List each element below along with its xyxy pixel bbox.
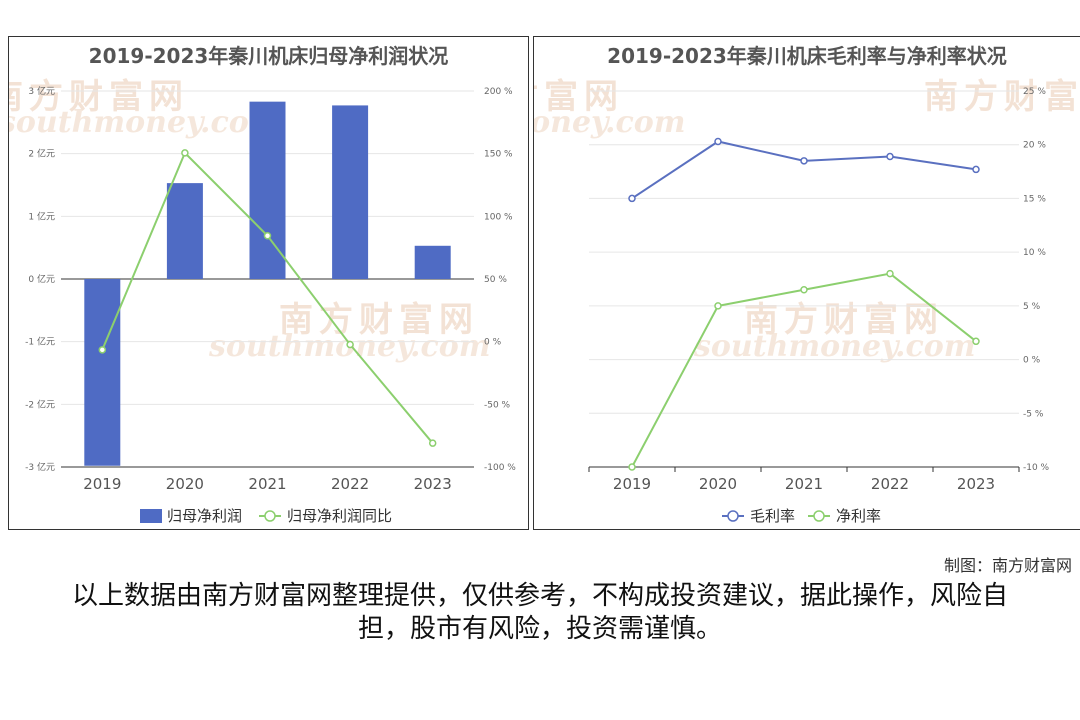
y-tick-label: 2 亿元	[28, 148, 55, 160]
data-point	[628, 194, 636, 203]
data-point	[98, 346, 107, 354]
x-tick-label: 2019	[83, 475, 121, 493]
y-tick-label: -3 亿元	[25, 461, 55, 473]
bar	[166, 183, 203, 279]
legend-label: 归母净利润同比	[287, 507, 392, 525]
bar	[249, 101, 286, 279]
x-tick-label: 2022	[871, 475, 909, 493]
chart-credit: 制图：南方财富网	[943, 556, 1072, 575]
y2-tick-label: 100 %	[484, 212, 513, 222]
y-tick-label: 0 %	[1023, 356, 1041, 366]
x-tick-label: 2021	[785, 475, 823, 493]
y-tick-label: 0 亿元	[28, 273, 55, 285]
line-chart: -10 % -5 % 0 % 5 % 10 % 15 % 20 % 25 % 2019 2020 2…	[588, 87, 1050, 525]
data-point	[886, 269, 894, 278]
data-point	[714, 302, 722, 310]
x-tick-label: 2020	[699, 475, 737, 493]
y-tick-label: -10 %	[1023, 463, 1050, 473]
combo-chart: -3 亿元 -2 亿元 -1 亿元 0 亿元 1 亿元 2 亿元 3 亿元 -100 % -50…	[25, 85, 516, 525]
data-point	[886, 152, 894, 161]
legend-label: 毛利率	[750, 507, 795, 525]
data-point	[628, 463, 636, 471]
y2-tick-label: -100 %	[484, 463, 516, 473]
legend-swatch-marker	[264, 510, 276, 522]
y-tick-label: 1 亿元	[28, 210, 55, 222]
data-point	[714, 137, 722, 146]
chart-title: 2019-2023年秦川机床归母净利润状况	[88, 44, 449, 68]
data-point	[263, 232, 272, 240]
data-point	[428, 439, 437, 447]
y2-tick-label: 150 %	[484, 150, 513, 160]
data-point	[181, 149, 189, 157]
y2-tick-label: 50 %	[484, 275, 507, 285]
y-tick-label: 10 %	[1023, 248, 1046, 258]
y-tick-label: 20 %	[1023, 141, 1046, 151]
legend-label: 归母净利润	[167, 507, 242, 525]
y2-tick-label: 0 %	[484, 338, 502, 348]
bar	[414, 245, 451, 279]
x-tick-label: 2020	[166, 475, 204, 493]
x-tick-label: 2019	[613, 475, 651, 493]
x-tick-label: 2021	[248, 475, 286, 493]
legend-swatch-bar	[140, 509, 162, 523]
data-point	[972, 165, 980, 174]
series-line	[631, 140, 977, 200]
disclaimer-text: 以上数据由南方财富网整理提供，仅供参考，不构成投资建议，据此操作，风险自担，股市…	[71, 581, 1008, 644]
legend-label: 净利率	[836, 507, 881, 525]
y-tick-label: 15 %	[1023, 194, 1046, 204]
legend-swatch-marker	[727, 510, 739, 522]
legend-swatch-marker	[813, 510, 825, 522]
y-tick-label: -5 %	[1023, 409, 1044, 419]
chart-title: 2019-2023年秦川机床毛利率与净利率状况	[607, 44, 1007, 68]
y-tick-label: 25 %	[1023, 87, 1046, 97]
data-point	[972, 337, 980, 346]
x-tick-label: 2023	[957, 475, 995, 493]
data-point	[800, 285, 808, 294]
right-chart-panel: 南方财富网 southmoney.com 南方财富网 南方财富网 southmo…	[533, 36, 1080, 530]
y2-tick-label: -50 %	[484, 400, 511, 410]
y-tick-label: -1 亿元	[25, 336, 55, 348]
bar	[332, 105, 369, 279]
series-line	[631, 272, 977, 468]
bar	[84, 279, 121, 466]
data-point	[346, 340, 354, 349]
left-chart-panel: 南方财富网 southmoney.com 南方财富网 southmoney.co…	[8, 36, 529, 530]
x-tick-label: 2023	[414, 475, 452, 493]
y-tick-label: -2 亿元	[25, 398, 55, 410]
x-tick-label: 2022	[331, 475, 369, 493]
y-tick-label: 5 %	[1023, 302, 1041, 312]
data-point	[800, 157, 808, 165]
y-tick-label: 3 亿元	[28, 85, 55, 97]
y2-tick-label: 200 %	[484, 87, 513, 97]
